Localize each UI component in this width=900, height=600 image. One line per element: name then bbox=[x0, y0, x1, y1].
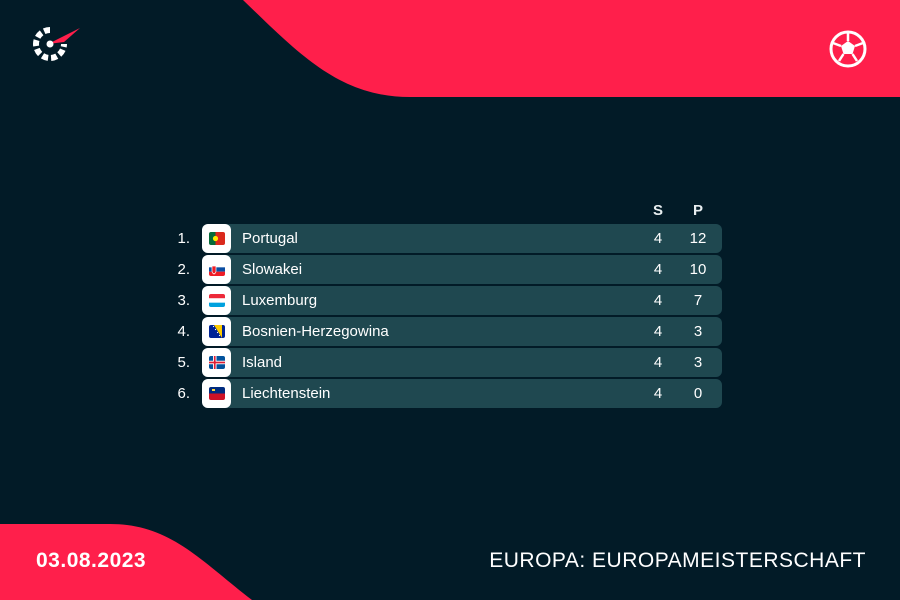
table-row[interactable]: 4. Bosnien-Herzegowina 4 3 bbox=[0, 317, 900, 346]
column-header-games: S bbox=[652, 202, 663, 219]
points: 12 bbox=[689, 230, 707, 247]
games-played: 4 bbox=[653, 292, 663, 309]
games-played: 4 bbox=[653, 354, 663, 371]
team-name: Liechtenstein bbox=[242, 385, 331, 402]
iceland-flag-icon bbox=[209, 356, 225, 369]
table-row[interactable]: 3. Luxemburg 4 7 bbox=[0, 286, 900, 315]
football-icon bbox=[829, 30, 867, 68]
rank: 3. bbox=[177, 292, 190, 309]
table-row[interactable]: 1. Portugal 4 12 bbox=[0, 224, 900, 253]
luxembourg-flag-icon bbox=[209, 294, 225, 307]
top-accent-shape bbox=[243, 0, 900, 97]
row-bar: Island 4 3 bbox=[202, 348, 722, 377]
rank: 6. bbox=[177, 385, 190, 402]
liechtenstein-flag-icon bbox=[209, 387, 225, 400]
rank: 2. bbox=[177, 261, 190, 278]
points: 3 bbox=[693, 354, 703, 371]
row-bar: Luxemburg 4 7 bbox=[202, 286, 722, 315]
points: 0 bbox=[693, 385, 703, 402]
games-played: 4 bbox=[653, 230, 663, 247]
table-row[interactable]: 2. Slowakei 4 10 bbox=[0, 255, 900, 284]
points: 10 bbox=[689, 261, 707, 278]
team-name: Portugal bbox=[242, 230, 298, 247]
games-played: 4 bbox=[653, 261, 663, 278]
team-name: Bosnien-Herzegowina bbox=[242, 323, 389, 340]
team-name: Island bbox=[242, 354, 283, 371]
flashscore-logo-icon bbox=[33, 27, 80, 61]
flag-container bbox=[202, 255, 231, 284]
rank: 5. bbox=[177, 354, 190, 371]
games-played: 4 bbox=[653, 385, 663, 402]
games-played: 4 bbox=[653, 323, 663, 340]
row-bar: Portugal 4 12 bbox=[202, 224, 722, 253]
match-date: 03.08.2023 bbox=[36, 549, 147, 572]
slovakia-flag-icon bbox=[209, 263, 225, 276]
points: 3 bbox=[693, 323, 703, 340]
points: 7 bbox=[693, 292, 703, 309]
competition-name: EUROPA: EUROPAMEISTERSCHAFT bbox=[489, 549, 866, 572]
rank: 1. bbox=[177, 230, 190, 247]
team-name: Slowakei bbox=[242, 261, 303, 278]
rank: 4. bbox=[177, 323, 190, 340]
flag-container bbox=[202, 348, 231, 377]
team-name: Luxemburg bbox=[242, 292, 318, 309]
bottom-accent-shape bbox=[0, 524, 252, 600]
flag-container bbox=[202, 224, 231, 253]
row-bar: Slowakei 4 10 bbox=[202, 255, 722, 284]
table-row[interactable]: 5. Island 4 3 bbox=[0, 348, 900, 377]
flag-container bbox=[202, 379, 231, 408]
row-bar: Liechtenstein 4 0 bbox=[202, 379, 722, 408]
column-header-points: P bbox=[692, 202, 703, 219]
table-row[interactable]: 6. Liechtenstein 4 0 bbox=[0, 379, 900, 408]
bosnia-flag-icon bbox=[209, 325, 225, 338]
flag-container bbox=[202, 317, 231, 346]
flag-container bbox=[202, 286, 231, 315]
portugal-flag-icon bbox=[209, 232, 225, 245]
row-bar: Bosnien-Herzegowina 4 3 bbox=[202, 317, 722, 346]
